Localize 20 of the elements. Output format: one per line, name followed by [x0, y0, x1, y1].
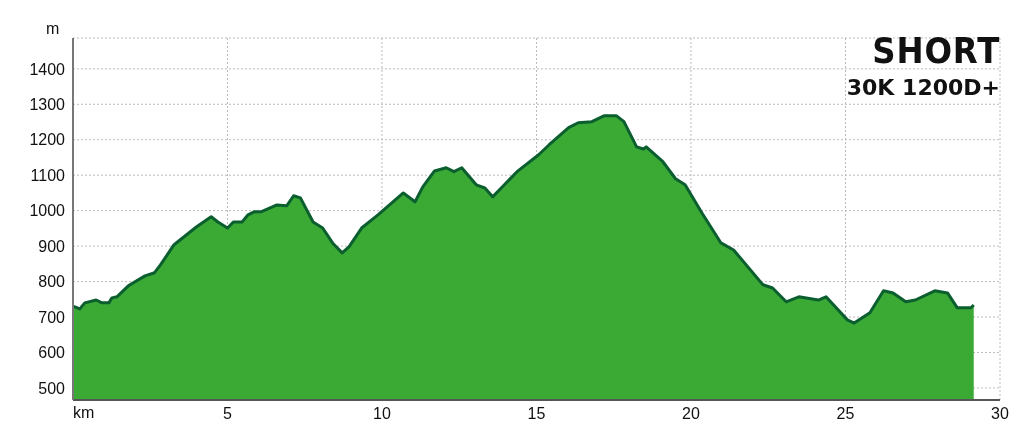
y-tick-label: 500	[38, 379, 66, 397]
x-tick-label: 30	[991, 405, 1009, 423]
y-tick-label: 1200	[29, 131, 66, 149]
y-tick-label: 1100	[30, 166, 66, 184]
chart-title: SHORT	[870, 30, 1000, 71]
y-tick-label: 1400	[29, 60, 66, 78]
y-axis-title: m	[46, 20, 60, 38]
x-tick-label: 25	[836, 405, 855, 423]
x-tick-label: 10	[373, 405, 391, 423]
y-tick-label: 700	[38, 308, 66, 326]
y-tick-label: 800	[38, 273, 66, 291]
y-tick-label: 600	[38, 344, 66, 362]
y-tick-label: 1300	[29, 95, 66, 113]
x-tick-label: 20	[682, 405, 700, 423]
x-axis-title: km	[73, 404, 95, 422]
text: 30K 1200D+	[846, 75, 1000, 100]
x-tick-label: 5	[223, 405, 233, 423]
x-tick-label: 15	[527, 405, 546, 423]
y-tick-label: 1000	[29, 202, 66, 220]
y-tick-label: 900	[38, 237, 66, 255]
